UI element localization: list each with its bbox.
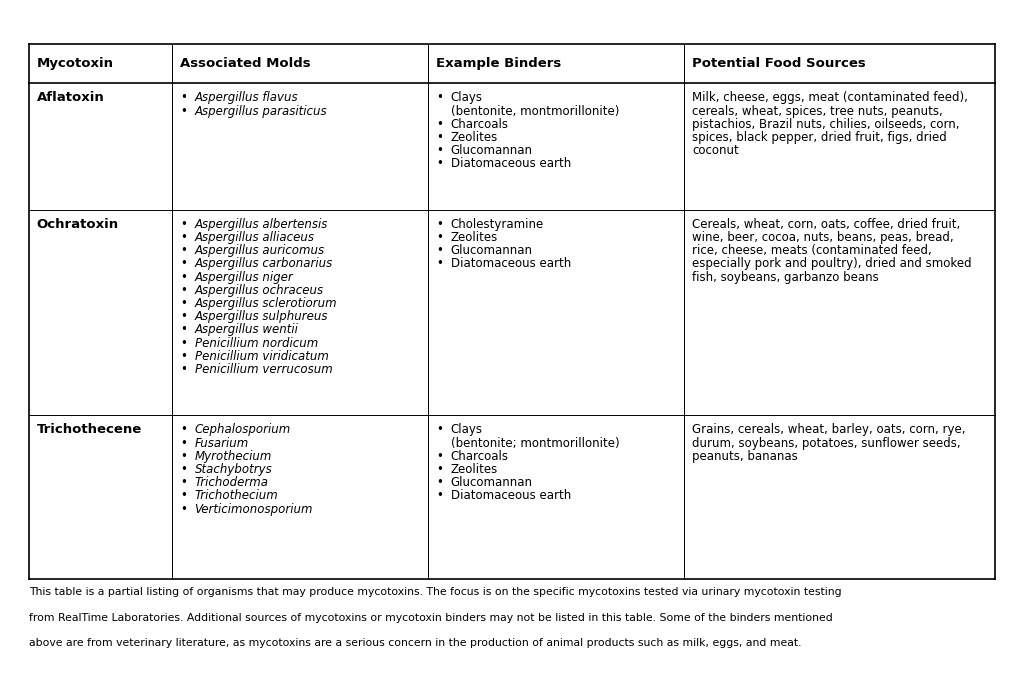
Text: Grains, cereals, wheat, barley, oats, corn, rye,: Grains, cereals, wheat, barley, oats, co… [692, 423, 966, 437]
Text: Trichothecene: Trichothecene [37, 423, 142, 437]
Text: Aspergillus ochraceus: Aspergillus ochraceus [195, 284, 324, 297]
Text: •: • [180, 297, 187, 310]
Text: •: • [180, 257, 187, 270]
Text: (bentonite; montmorillonite): (bentonite; montmorillonite) [451, 437, 620, 450]
Text: •: • [436, 157, 443, 171]
Text: (bentonite, montmorillonite): (bentonite, montmorillonite) [451, 104, 618, 118]
Text: •: • [180, 271, 187, 284]
Text: Penicillium nordicum: Penicillium nordicum [195, 336, 317, 349]
Text: especially pork and poultry), dried and smoked: especially pork and poultry), dried and … [692, 257, 972, 270]
Text: Clays: Clays [451, 91, 482, 104]
Text: •: • [180, 437, 187, 450]
Text: Charcoals: Charcoals [451, 450, 509, 463]
Text: •: • [180, 336, 187, 349]
Text: Aspergillus sclerotiorum: Aspergillus sclerotiorum [195, 297, 337, 310]
Text: •: • [436, 218, 443, 231]
Text: •: • [180, 502, 187, 516]
Text: Diatomaceous earth: Diatomaceous earth [451, 157, 570, 171]
Text: •: • [436, 244, 443, 257]
Text: Clays: Clays [451, 423, 482, 437]
Text: Penicillium viridicatum: Penicillium viridicatum [195, 350, 329, 363]
Text: •: • [436, 131, 443, 144]
Text: Aspergillus sulphureus: Aspergillus sulphureus [195, 310, 328, 323]
Text: •: • [436, 476, 443, 489]
Text: Glucomannan: Glucomannan [451, 244, 532, 257]
Text: Aspergillus flavus: Aspergillus flavus [195, 91, 298, 104]
Text: •: • [180, 489, 187, 502]
Text: •: • [180, 91, 187, 104]
Text: •: • [436, 231, 443, 244]
Text: Aspergillus carbonarius: Aspergillus carbonarius [195, 257, 333, 270]
Text: from RealTime Laboratories. Additional sources of mycotoxins or mycotoxin binder: from RealTime Laboratories. Additional s… [29, 613, 833, 623]
Text: Associated Molds: Associated Molds [180, 57, 311, 70]
Text: cereals, wheat, spices, tree nuts, peanuts,: cereals, wheat, spices, tree nuts, peanu… [692, 104, 943, 118]
Text: Glucomannan: Glucomannan [451, 144, 532, 157]
Text: •: • [436, 489, 443, 502]
Text: Cephalosporium: Cephalosporium [195, 423, 291, 437]
Text: •: • [180, 310, 187, 323]
Text: Aspergillus wentii: Aspergillus wentii [195, 324, 298, 336]
Text: Glucomannan: Glucomannan [451, 476, 532, 489]
Text: Milk, cheese, eggs, meat (contaminated feed),: Milk, cheese, eggs, meat (contaminated f… [692, 91, 968, 104]
Text: •: • [436, 118, 443, 131]
Text: •: • [180, 450, 187, 463]
Text: coconut: coconut [692, 144, 739, 157]
Text: Charcoals: Charcoals [451, 118, 509, 131]
Text: Aspergillus auricomus: Aspergillus auricomus [195, 244, 325, 257]
Text: Diatomaceous earth: Diatomaceous earth [451, 489, 570, 502]
Text: peanuts, bananas: peanuts, bananas [692, 450, 798, 463]
Text: •: • [180, 104, 187, 118]
Text: pistachios, Brazil nuts, chilies, oilseeds, corn,: pistachios, Brazil nuts, chilies, oilsee… [692, 118, 959, 131]
Text: Trichoderma: Trichoderma [195, 476, 268, 489]
Text: Aflatoxin: Aflatoxin [37, 91, 104, 104]
Text: •: • [180, 350, 187, 363]
Text: Zeolites: Zeolites [451, 131, 498, 144]
Text: Mycotoxin: Mycotoxin [37, 57, 114, 70]
Text: Diatomaceous earth: Diatomaceous earth [451, 257, 570, 270]
Text: •: • [436, 463, 443, 476]
Text: above are from veterinary literature, as mycotoxins are a serious concern in the: above are from veterinary literature, as… [29, 638, 801, 649]
Text: Aspergillus parasiticus: Aspergillus parasiticus [195, 104, 328, 118]
Text: •: • [436, 91, 443, 104]
Text: •: • [436, 257, 443, 270]
Text: Penicillium verrucosum: Penicillium verrucosum [195, 363, 333, 376]
Text: •: • [180, 231, 187, 244]
Text: Example Binders: Example Binders [436, 57, 561, 70]
Text: rice, cheese, meats (contaminated feed,: rice, cheese, meats (contaminated feed, [692, 244, 932, 257]
Text: durum, soybeans, potatoes, sunflower seeds,: durum, soybeans, potatoes, sunflower see… [692, 437, 961, 450]
Text: Myrothecium: Myrothecium [195, 450, 272, 463]
Text: •: • [180, 284, 187, 297]
Text: Ochratoxin: Ochratoxin [37, 218, 119, 231]
Text: This table is a partial listing of organisms that may produce mycotoxins. The fo: This table is a partial listing of organ… [29, 587, 842, 597]
Text: Zeolites: Zeolites [451, 463, 498, 476]
Text: wine, beer, cocoa, nuts, beans, peas, bread,: wine, beer, cocoa, nuts, beans, peas, br… [692, 231, 953, 244]
Text: fish, soybeans, garbanzo beans: fish, soybeans, garbanzo beans [692, 271, 879, 284]
Text: Aspergillus niger: Aspergillus niger [195, 271, 293, 284]
Text: Stachybotrys: Stachybotrys [195, 463, 272, 476]
Text: spices, black pepper, dried fruit, figs, dried: spices, black pepper, dried fruit, figs,… [692, 131, 947, 144]
Text: •: • [180, 244, 187, 257]
Text: Trichothecium: Trichothecium [195, 489, 279, 502]
Text: Zeolites: Zeolites [451, 231, 498, 244]
Text: Aspergillus albertensis: Aspergillus albertensis [195, 218, 328, 231]
Text: •: • [180, 363, 187, 376]
Text: Verticimonosporium: Verticimonosporium [195, 502, 313, 516]
Text: •: • [436, 144, 443, 157]
Text: Fusarium: Fusarium [195, 437, 249, 450]
Text: Potential Food Sources: Potential Food Sources [692, 57, 866, 70]
Text: Cholestyramine: Cholestyramine [451, 218, 544, 231]
Text: •: • [180, 476, 187, 489]
Text: Aspergillus alliaceus: Aspergillus alliaceus [195, 231, 314, 244]
Text: •: • [180, 324, 187, 336]
Text: •: • [436, 450, 443, 463]
Text: •: • [180, 463, 187, 476]
Text: Cereals, wheat, corn, oats, coffee, dried fruit,: Cereals, wheat, corn, oats, coffee, drie… [692, 218, 961, 231]
Text: •: • [180, 423, 187, 437]
Text: •: • [180, 218, 187, 231]
Text: •: • [436, 423, 443, 437]
